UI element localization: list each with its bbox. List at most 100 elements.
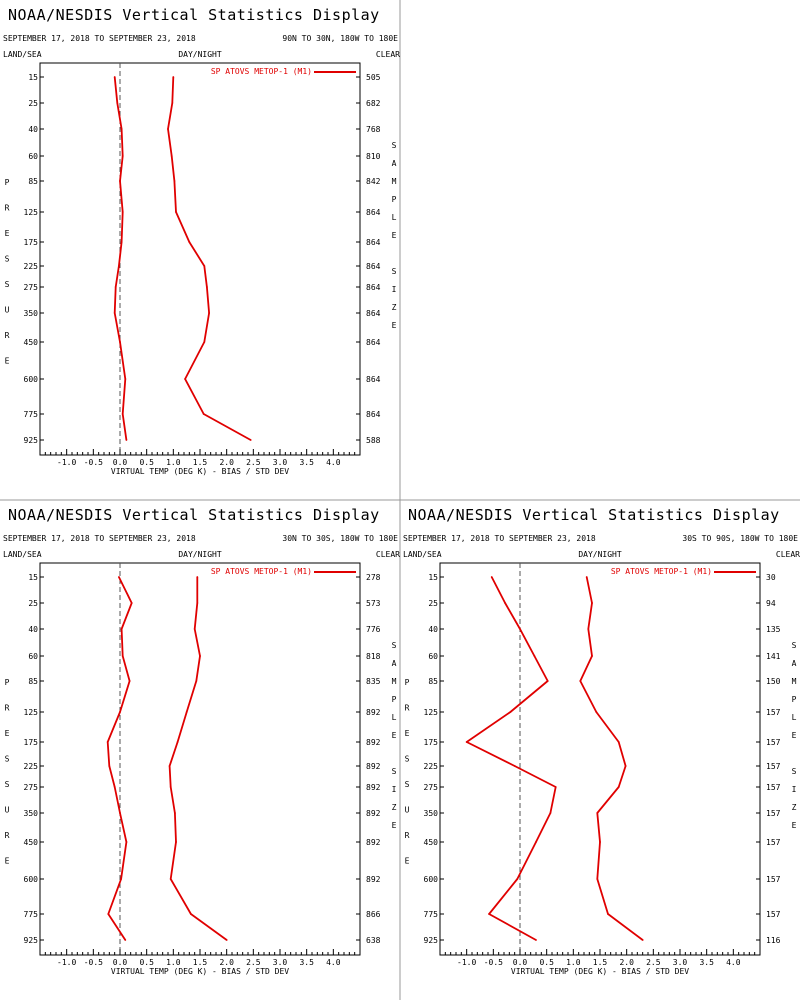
sample-size-side-letter: S bbox=[792, 641, 797, 650]
bias-point bbox=[121, 211, 124, 213]
pressure-level-label: 15 bbox=[428, 573, 438, 582]
bias-point bbox=[128, 680, 131, 682]
pressure-level-label: 350 bbox=[24, 809, 39, 818]
sample-size-side-letter: A bbox=[392, 659, 397, 668]
bias-point bbox=[118, 576, 120, 578]
std-dev-point bbox=[172, 76, 175, 78]
pressure-level-label: 125 bbox=[424, 708, 439, 717]
std-dev-point bbox=[607, 913, 609, 915]
panel-title: NOAA/NESDIS Vertical Statistics Display bbox=[8, 506, 380, 524]
std-dev-point bbox=[624, 765, 627, 767]
sample-size-label: 892 bbox=[366, 708, 381, 717]
bias-point bbox=[125, 439, 128, 441]
x-axis-label: VIRTUAL TEMP (DEG K) - BIAS / STD DEV bbox=[111, 967, 289, 976]
pressure-level-label: 60 bbox=[28, 652, 38, 661]
std-dev-point bbox=[203, 265, 206, 267]
pressure-side-letter: R bbox=[405, 704, 410, 713]
pressure-side-letter: R bbox=[405, 831, 410, 840]
pressure-level-label: 775 bbox=[24, 910, 39, 919]
sample-size-side-letter: A bbox=[392, 159, 397, 168]
sample-size-side-letter: E bbox=[392, 731, 397, 740]
std-dev-point bbox=[599, 841, 601, 843]
sample-size-side-letter: S bbox=[792, 767, 797, 776]
pressure-side-letter: P bbox=[5, 678, 10, 687]
x-tick-label: -0.5 bbox=[84, 958, 103, 967]
sample-size-label: 810 bbox=[366, 152, 381, 161]
pressure-level-label: 125 bbox=[24, 208, 39, 217]
bias-point bbox=[113, 786, 116, 788]
pressure-level-label: 450 bbox=[424, 838, 439, 847]
pressure-side-letter: R bbox=[5, 704, 10, 713]
sample-size-side-letter: Z bbox=[392, 803, 397, 812]
sample-size-label: 638 bbox=[366, 936, 381, 945]
pressure-level-label: 450 bbox=[24, 338, 39, 347]
pressure-level-label: 450 bbox=[24, 838, 39, 847]
x-tick-label: 2.0 bbox=[219, 458, 234, 467]
x-tick-label: -0.5 bbox=[84, 458, 103, 467]
std-dev-point bbox=[596, 812, 599, 814]
x-tick-label: 4.0 bbox=[326, 958, 341, 967]
std-dev-point bbox=[184, 378, 187, 380]
pressure-level-label: 40 bbox=[28, 125, 38, 134]
std-dev-point bbox=[249, 439, 252, 441]
bias-point bbox=[121, 155, 124, 157]
x-tick-label: 2.5 bbox=[246, 958, 261, 967]
x-tick-label: 0.5 bbox=[539, 958, 554, 967]
bias-point bbox=[130, 602, 133, 604]
x-axis-label: VIRTUAL TEMP (DEG K) - BIAS / STD DEV bbox=[111, 467, 289, 476]
bias-point bbox=[124, 939, 127, 941]
std-dev-series-line bbox=[167, 76, 252, 441]
sample-size-side-letter: Z bbox=[392, 303, 397, 312]
bias-point bbox=[509, 711, 512, 713]
bias-point bbox=[119, 812, 121, 814]
pressure-side-letter: S bbox=[405, 780, 410, 789]
pressure-side-letter: S bbox=[5, 280, 10, 289]
pressure-level-label: 350 bbox=[24, 309, 39, 318]
clear-label: CLEAR bbox=[376, 550, 400, 559]
x-tick-label: 1.0 bbox=[166, 958, 181, 967]
date-range: SEPTEMBER 17, 2018 TO SEPTEMBER 23, 2018 bbox=[3, 34, 196, 43]
sample-size-side-letter: E bbox=[392, 821, 397, 830]
std-dev-point bbox=[196, 576, 199, 578]
sample-size-label: 892 bbox=[366, 838, 381, 847]
bias-point bbox=[106, 741, 109, 743]
bias-series-line bbox=[106, 576, 133, 941]
day-night-label: DAY/NIGHT bbox=[178, 50, 222, 59]
std-dev-point bbox=[167, 128, 169, 130]
panel-title: NOAA/NESDIS Vertical Statistics Display bbox=[8, 6, 380, 24]
sample-size-label: 892 bbox=[366, 809, 381, 818]
pressure-level-label: 40 bbox=[28, 625, 38, 634]
bias-point bbox=[119, 711, 121, 713]
sample-size-label: 892 bbox=[366, 738, 381, 747]
pressure-level-label: 25 bbox=[28, 99, 38, 108]
sample-size-side-letter: M bbox=[392, 677, 397, 686]
pressure-side-letter: S bbox=[5, 755, 10, 764]
bias-point bbox=[120, 628, 123, 630]
std-dev-point bbox=[225, 939, 228, 941]
bias-point bbox=[125, 841, 128, 843]
pressure-level-label: 15 bbox=[28, 73, 38, 82]
sample-size-label: 157 bbox=[766, 762, 781, 771]
bias-point bbox=[465, 741, 468, 743]
sample-size-side-letter: P bbox=[792, 695, 797, 704]
bias-point bbox=[535, 939, 537, 941]
sample-size-label: 116 bbox=[766, 936, 781, 945]
pressure-level-label: 275 bbox=[424, 783, 439, 792]
panel-90n-30n: NOAA/NESDIS Vertical Statistics Display … bbox=[3, 6, 400, 476]
std-dev-point bbox=[195, 680, 198, 682]
pressure-level-label: 600 bbox=[24, 875, 39, 884]
sample-size-label: 776 bbox=[366, 625, 381, 634]
std-dev-point bbox=[169, 786, 172, 788]
day-night-label: DAY/NIGHT bbox=[578, 550, 622, 559]
sample-size-side-letter: P bbox=[392, 695, 397, 704]
sample-size-label: 157 bbox=[766, 838, 781, 847]
std-dev-point bbox=[175, 841, 177, 843]
bias-point bbox=[121, 655, 124, 657]
pressure-level-label: 15 bbox=[28, 573, 38, 582]
x-tick-label: -1.0 bbox=[57, 958, 76, 967]
bias-series-line bbox=[113, 76, 128, 441]
bias-point bbox=[120, 878, 122, 880]
pressure-side-letter: S bbox=[5, 780, 10, 789]
x-tick-label: 1.5 bbox=[193, 458, 208, 467]
